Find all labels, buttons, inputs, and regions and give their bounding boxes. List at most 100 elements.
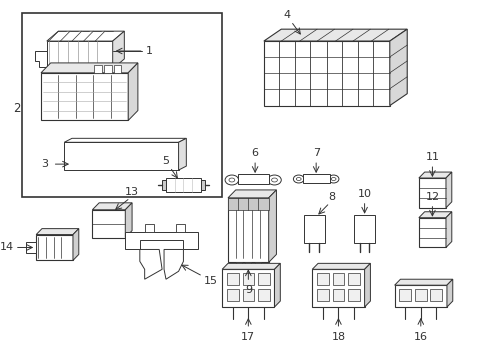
Polygon shape <box>35 51 47 67</box>
Polygon shape <box>64 142 178 170</box>
Text: 13: 13 <box>125 187 139 197</box>
Ellipse shape <box>294 175 304 183</box>
Ellipse shape <box>143 153 150 159</box>
Text: 7: 7 <box>313 148 319 158</box>
Ellipse shape <box>229 178 235 182</box>
Bar <box>227 289 239 301</box>
Polygon shape <box>73 229 79 260</box>
Text: 12: 12 <box>425 192 440 202</box>
Bar <box>415 289 427 301</box>
Bar <box>228 198 269 262</box>
Polygon shape <box>274 264 280 307</box>
Polygon shape <box>125 231 198 249</box>
Polygon shape <box>264 29 407 41</box>
Polygon shape <box>140 249 162 279</box>
Ellipse shape <box>167 153 175 159</box>
Polygon shape <box>269 190 276 262</box>
Bar <box>317 289 329 301</box>
Bar <box>114 65 122 73</box>
Ellipse shape <box>271 178 277 182</box>
Polygon shape <box>47 67 113 71</box>
Bar <box>243 289 254 301</box>
Bar <box>354 215 375 243</box>
Polygon shape <box>447 279 453 307</box>
Bar <box>104 65 112 73</box>
Polygon shape <box>92 203 132 210</box>
Ellipse shape <box>328 175 339 183</box>
Bar <box>176 224 185 231</box>
Polygon shape <box>36 229 79 235</box>
Bar <box>348 289 360 301</box>
Text: 8: 8 <box>328 192 335 202</box>
Text: 3: 3 <box>41 159 49 169</box>
Text: 11: 11 <box>425 152 440 162</box>
Bar <box>166 178 201 192</box>
Bar <box>227 273 239 285</box>
Bar <box>419 178 446 208</box>
Text: 17: 17 <box>241 332 255 342</box>
Polygon shape <box>113 31 124 69</box>
Polygon shape <box>164 249 183 279</box>
Polygon shape <box>128 63 138 121</box>
Bar <box>94 65 102 73</box>
Bar <box>222 269 274 307</box>
Bar <box>41 73 128 121</box>
Text: 5: 5 <box>163 156 170 166</box>
Bar <box>317 273 329 285</box>
Bar <box>228 198 269 210</box>
Polygon shape <box>201 180 205 190</box>
Bar <box>238 174 269 184</box>
Bar <box>399 289 411 301</box>
Polygon shape <box>178 138 186 170</box>
Text: 16: 16 <box>414 332 428 342</box>
Polygon shape <box>394 279 453 285</box>
Polygon shape <box>125 203 132 238</box>
Bar <box>26 242 36 253</box>
Ellipse shape <box>331 177 336 180</box>
Bar <box>145 224 154 231</box>
Polygon shape <box>162 180 166 190</box>
Polygon shape <box>312 264 370 269</box>
Ellipse shape <box>80 153 88 159</box>
Bar <box>36 235 73 260</box>
Ellipse shape <box>109 153 117 159</box>
Bar <box>245 262 251 270</box>
Text: 15: 15 <box>203 276 218 286</box>
Polygon shape <box>419 172 452 178</box>
Polygon shape <box>446 172 452 208</box>
Bar <box>312 269 365 307</box>
Ellipse shape <box>225 175 239 185</box>
Polygon shape <box>390 29 407 105</box>
Bar <box>47 41 113 69</box>
Bar <box>243 273 254 285</box>
Text: 6: 6 <box>252 148 259 158</box>
Bar <box>22 13 222 197</box>
Text: 9: 9 <box>245 285 252 295</box>
Text: 18: 18 <box>331 332 345 342</box>
Text: 10: 10 <box>358 189 371 199</box>
Bar <box>394 285 447 307</box>
Bar <box>255 262 261 270</box>
Bar <box>304 215 325 243</box>
Polygon shape <box>228 190 276 198</box>
Polygon shape <box>446 212 452 247</box>
Ellipse shape <box>268 175 281 185</box>
Text: 14: 14 <box>0 243 14 252</box>
Polygon shape <box>47 31 124 41</box>
Polygon shape <box>222 264 280 269</box>
Bar <box>431 289 442 301</box>
Bar <box>333 289 344 301</box>
Bar <box>258 289 270 301</box>
Text: 1: 1 <box>146 46 153 56</box>
Polygon shape <box>41 63 138 73</box>
Polygon shape <box>419 212 452 218</box>
Text: 4: 4 <box>284 10 291 20</box>
Bar <box>303 174 330 183</box>
Text: 2: 2 <box>13 102 21 115</box>
Polygon shape <box>64 138 186 142</box>
Bar <box>419 218 446 247</box>
Bar <box>92 210 126 238</box>
Bar <box>264 41 390 105</box>
Bar <box>258 273 270 285</box>
Bar <box>333 273 344 285</box>
